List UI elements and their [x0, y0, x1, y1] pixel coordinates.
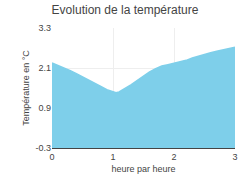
svg-text:0: 0	[49, 152, 54, 162]
svg-text:3: 3	[232, 152, 237, 162]
svg-text:3.3: 3.3	[38, 23, 51, 33]
svg-text:heure par heure: heure par heure	[111, 164, 175, 174]
svg-text:Evolution de la température: Evolution de la température	[52, 3, 199, 17]
svg-text:2.1: 2.1	[38, 63, 51, 73]
svg-text:-0.3: -0.3	[35, 143, 51, 153]
svg-text:1: 1	[110, 152, 115, 162]
svg-text:0.9: 0.9	[38, 103, 51, 113]
svg-text:Température en °C: Température en °C	[21, 50, 31, 126]
svg-text:2: 2	[171, 152, 176, 162]
